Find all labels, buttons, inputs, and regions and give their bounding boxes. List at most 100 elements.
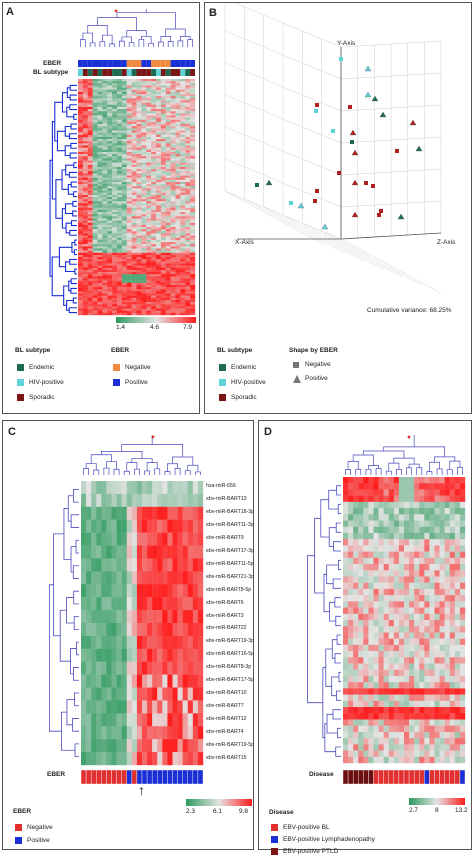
heatmap-cell bbox=[126, 648, 133, 662]
heatmap-cell bbox=[141, 81, 147, 84]
heatmap-cell bbox=[190, 100, 196, 103]
heatmap-cell bbox=[87, 104, 93, 108]
heatmap-cell bbox=[97, 287, 103, 290]
heatmap-cell bbox=[383, 508, 389, 515]
heatmap-cell bbox=[126, 212, 132, 215]
heatmap-cell bbox=[141, 310, 147, 314]
heatmap-cell bbox=[156, 252, 162, 256]
heatmap-cell bbox=[459, 582, 466, 590]
heatmap-cell bbox=[126, 700, 133, 714]
heatmap-cell bbox=[190, 132, 196, 135]
heatmap-cell bbox=[131, 96, 137, 99]
heatmap-cell bbox=[126, 104, 132, 108]
dendrogram-branch bbox=[334, 597, 341, 608]
heatmap-cell bbox=[409, 532, 415, 540]
heatmap-cell bbox=[131, 117, 137, 120]
heatmap-cell bbox=[126, 242, 132, 245]
heatmap-cell bbox=[175, 119, 181, 123]
heatmap-cell bbox=[388, 539, 395, 546]
heatmap-cell bbox=[87, 87, 93, 90]
heatmap-cell bbox=[112, 85, 118, 88]
pca-point-triangle bbox=[371, 95, 379, 102]
scale-tick-high: 7.9 bbox=[183, 324, 193, 331]
heatmap-cell bbox=[378, 744, 384, 751]
heatmap-cell bbox=[162, 726, 168, 740]
heatmap-cell bbox=[151, 175, 157, 178]
heatmap-cell bbox=[131, 297, 137, 301]
heatmap-cell bbox=[156, 287, 162, 290]
heatmap-cell bbox=[82, 192, 88, 196]
heatmap-cell bbox=[439, 545, 445, 552]
mirna-label: ebv-miR-BART3 bbox=[206, 612, 244, 619]
heatmap-cell bbox=[180, 295, 186, 299]
heatmap-cell bbox=[439, 750, 445, 757]
heatmap-cell bbox=[112, 201, 118, 204]
heatmap-cell bbox=[393, 707, 400, 714]
heatmap-cell bbox=[156, 145, 162, 148]
heatmap-cell bbox=[434, 750, 440, 757]
heatmap-cell bbox=[78, 177, 84, 181]
heatmap-cell bbox=[126, 235, 132, 238]
heatmap-cell bbox=[187, 674, 194, 688]
heatmap-cell bbox=[112, 128, 118, 131]
heatmap-cell bbox=[112, 259, 118, 262]
heatmap-cell bbox=[160, 224, 166, 228]
heatmap-cell bbox=[117, 276, 123, 279]
heatmap-cell bbox=[107, 98, 113, 101]
heatmap-cell bbox=[398, 570, 405, 577]
heatmap-cell bbox=[165, 295, 171, 299]
heatmap-cell bbox=[190, 237, 196, 241]
heatmap-cell bbox=[454, 744, 461, 751]
heatmap-cell bbox=[91, 481, 97, 495]
heatmap-cell bbox=[142, 558, 148, 572]
heatmap-cell bbox=[107, 164, 113, 168]
heatmap-cell bbox=[87, 128, 93, 131]
dendrogram-branch bbox=[160, 36, 171, 43]
heatmap-cell bbox=[92, 302, 98, 305]
heatmap-cell bbox=[368, 713, 374, 720]
heatmap-cell bbox=[429, 694, 435, 702]
heatmap-cell bbox=[398, 520, 405, 527]
heatmap-cell bbox=[378, 626, 384, 633]
heatmap-cell bbox=[180, 175, 186, 178]
dendrogram-branch bbox=[195, 471, 201, 475]
heatmap-cell bbox=[162, 493, 168, 508]
heatmap-cell bbox=[117, 164, 123, 168]
heatmap-cell bbox=[121, 79, 127, 82]
heatmap-cell bbox=[444, 688, 450, 695]
heatmap-cell bbox=[160, 214, 166, 217]
heatmap-cell bbox=[147, 532, 153, 546]
heatmap-cell bbox=[101, 648, 107, 662]
eber-annotation-cell bbox=[197, 769, 204, 785]
heatmap-cell bbox=[393, 520, 400, 527]
heatmap-cell bbox=[343, 564, 349, 571]
heatmap-cell bbox=[368, 526, 374, 534]
heatmap-cell bbox=[151, 192, 157, 196]
heatmap-cell bbox=[121, 610, 127, 624]
heatmap-cell bbox=[180, 287, 186, 290]
heatmap-cell bbox=[112, 261, 118, 264]
heatmap-cell bbox=[439, 638, 445, 646]
heatmap-cell bbox=[82, 115, 88, 118]
heatmap-cell bbox=[404, 483, 410, 490]
heatmap-cell bbox=[449, 750, 456, 757]
heatmap-cell bbox=[147, 661, 153, 675]
heatmap-cell bbox=[106, 493, 112, 508]
heatmap-cell bbox=[348, 495, 354, 503]
heatmap-cell bbox=[180, 128, 186, 131]
heatmap-cell bbox=[107, 104, 113, 108]
heatmap-cell bbox=[192, 713, 199, 727]
heatmap-cell bbox=[107, 244, 113, 247]
heatmap-cell bbox=[378, 514, 384, 521]
heatmap-cell bbox=[136, 214, 142, 217]
heatmap-cell bbox=[378, 582, 384, 590]
heatmap-cell bbox=[102, 190, 108, 193]
heatmap-cell bbox=[117, 242, 123, 245]
heatmap-cell bbox=[117, 284, 123, 288]
mirna-label: ebv-miR-BART4 bbox=[206, 728, 244, 735]
heatmap-cell bbox=[131, 289, 137, 292]
heatmap-cell bbox=[78, 235, 84, 238]
heatmap-cell bbox=[112, 181, 118, 185]
heatmap-cell bbox=[92, 188, 98, 191]
heatmap-cell bbox=[107, 188, 113, 191]
